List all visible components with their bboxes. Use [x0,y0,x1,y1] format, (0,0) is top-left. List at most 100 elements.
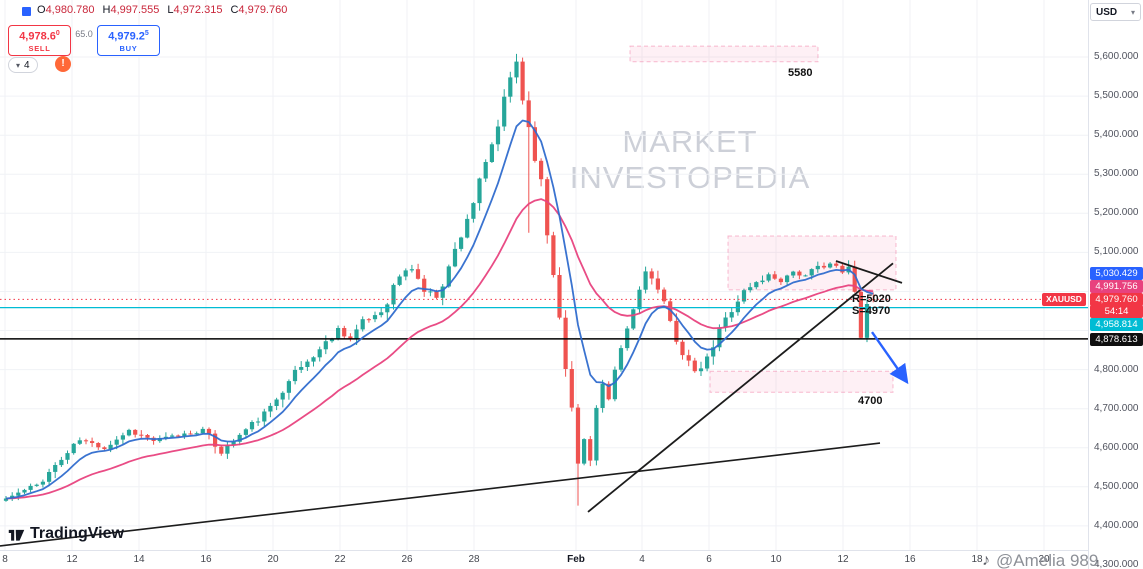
candle-body [83,440,89,442]
candle-body [815,265,820,270]
tradingview-logo-text: TradingView [30,525,124,542]
candle-body [90,441,95,443]
annotation-label: S=4970 [852,305,890,317]
y-axis-label: 5,600.000 [1094,51,1139,62]
alert-price-badge: 4,958.814 [1090,317,1143,331]
x-axis-label: 20 [267,554,279,565]
candle-body [256,421,261,423]
candle-body [366,319,371,321]
candle-body [754,282,759,288]
x-axis-label: 12 [837,554,849,565]
candle-body [858,291,863,338]
candle-body [717,327,722,348]
candle-body [403,270,408,277]
price-scale[interactable]: 5,600.000 5,500.000 5,400.000 5,300.000 5,20… [1088,0,1143,569]
supply-demand-zone[interactable] [629,45,819,63]
chevron-down-icon: ▾ [1130,7,1135,17]
candle-body [520,61,525,101]
candle-body [415,269,421,279]
music-note-icon: ♪ [982,552,990,569]
candle-body [53,465,58,472]
x-axis-label: 26 [401,554,413,565]
candle-body [508,77,513,97]
candle-body [409,269,414,271]
candle-body [59,459,64,466]
currency-selector[interactable]: USD ▾ [1090,3,1141,21]
candle-body [852,266,857,292]
candle-body [163,436,168,438]
last-price-badge: 4,979.760 [1090,292,1143,306]
candle-body [557,275,562,318]
currency-label: USD [1096,6,1118,18]
x-axis-label: 20 [1038,554,1050,565]
warning-icon[interactable]: ! [55,56,71,72]
candle-body [299,367,304,370]
candle-body [22,489,27,493]
candle-body [102,447,107,449]
sell-button[interactable]: 4,978.60 SELL [8,25,71,56]
candle-body [741,290,747,302]
candle-body [446,266,451,287]
candle-body [206,428,212,434]
trendline[interactable] [0,442,881,547]
supply-demand-zone[interactable] [727,235,897,291]
tradingview-logo[interactable]: TradingView [8,525,124,543]
tradingview-logo-icon [8,529,25,541]
candle-body [219,446,224,454]
trendline[interactable] [835,260,903,284]
ma-fast-line[interactable] [5,119,874,500]
candle-body [612,369,617,400]
candle-body [280,392,285,400]
candle-body [582,439,587,464]
candle-body [391,284,396,305]
x-axis-label: 28 [468,554,480,565]
symbol-icon [22,7,31,16]
ma-slow-line[interactable] [5,198,874,500]
high-value: H4,997.555 [102,4,160,16]
x-axis-label: Feb [567,554,585,565]
x-axis-label: 4 [639,554,645,565]
candle-body [797,271,802,276]
y-axis-label: 4,400.000 [1094,519,1139,531]
open-value: O4,980.780 [37,4,95,16]
candle-body [262,411,267,422]
candle-body [465,218,470,238]
supply-demand-zone[interactable] [709,370,894,393]
order-panel: 4,978.60 SELL 65.0 4,979.25 BUY [8,25,160,56]
candle-body [766,274,771,281]
candle-body [526,100,531,128]
candle-body [588,439,593,461]
candle-body [28,485,33,490]
buy-label: BUY [119,43,138,53]
candle-body [711,347,716,357]
candle-body [471,203,476,219]
trendline[interactable] [587,262,894,513]
y-axis-label: 5,300.000 [1094,168,1139,180]
candle-body [397,276,402,285]
timeframe-chip[interactable]: ▾ 4 [8,57,38,73]
candle-body [791,271,796,276]
candle-body [655,278,660,290]
candle-body [274,399,279,406]
candle-body [114,439,119,445]
y-axis-label: 5,100.000 [1094,246,1139,258]
chevron-down-icon: ▾ [16,60,21,70]
sell-label: SELL [28,43,51,53]
time-scale[interactable]: 8 12 14 16 20 22 26 28 Feb 4 6 10 12 16 18 20 [0,550,1088,569]
candle-body [735,301,740,313]
candle-body [243,429,248,435]
candle-body [723,317,728,328]
y-axis-label: 5,200.000 [1094,207,1139,219]
candle-body [139,434,144,436]
x-axis-label: 6 [706,554,712,565]
down-arrow[interactable] [871,331,909,385]
candle-body [502,96,507,127]
candle-body [40,481,45,485]
candle-body [785,275,790,283]
candle-body [133,429,138,435]
buy-button[interactable]: 4,979.25 BUY [97,25,160,56]
candle-body [680,341,685,356]
candle-body [772,274,777,279]
